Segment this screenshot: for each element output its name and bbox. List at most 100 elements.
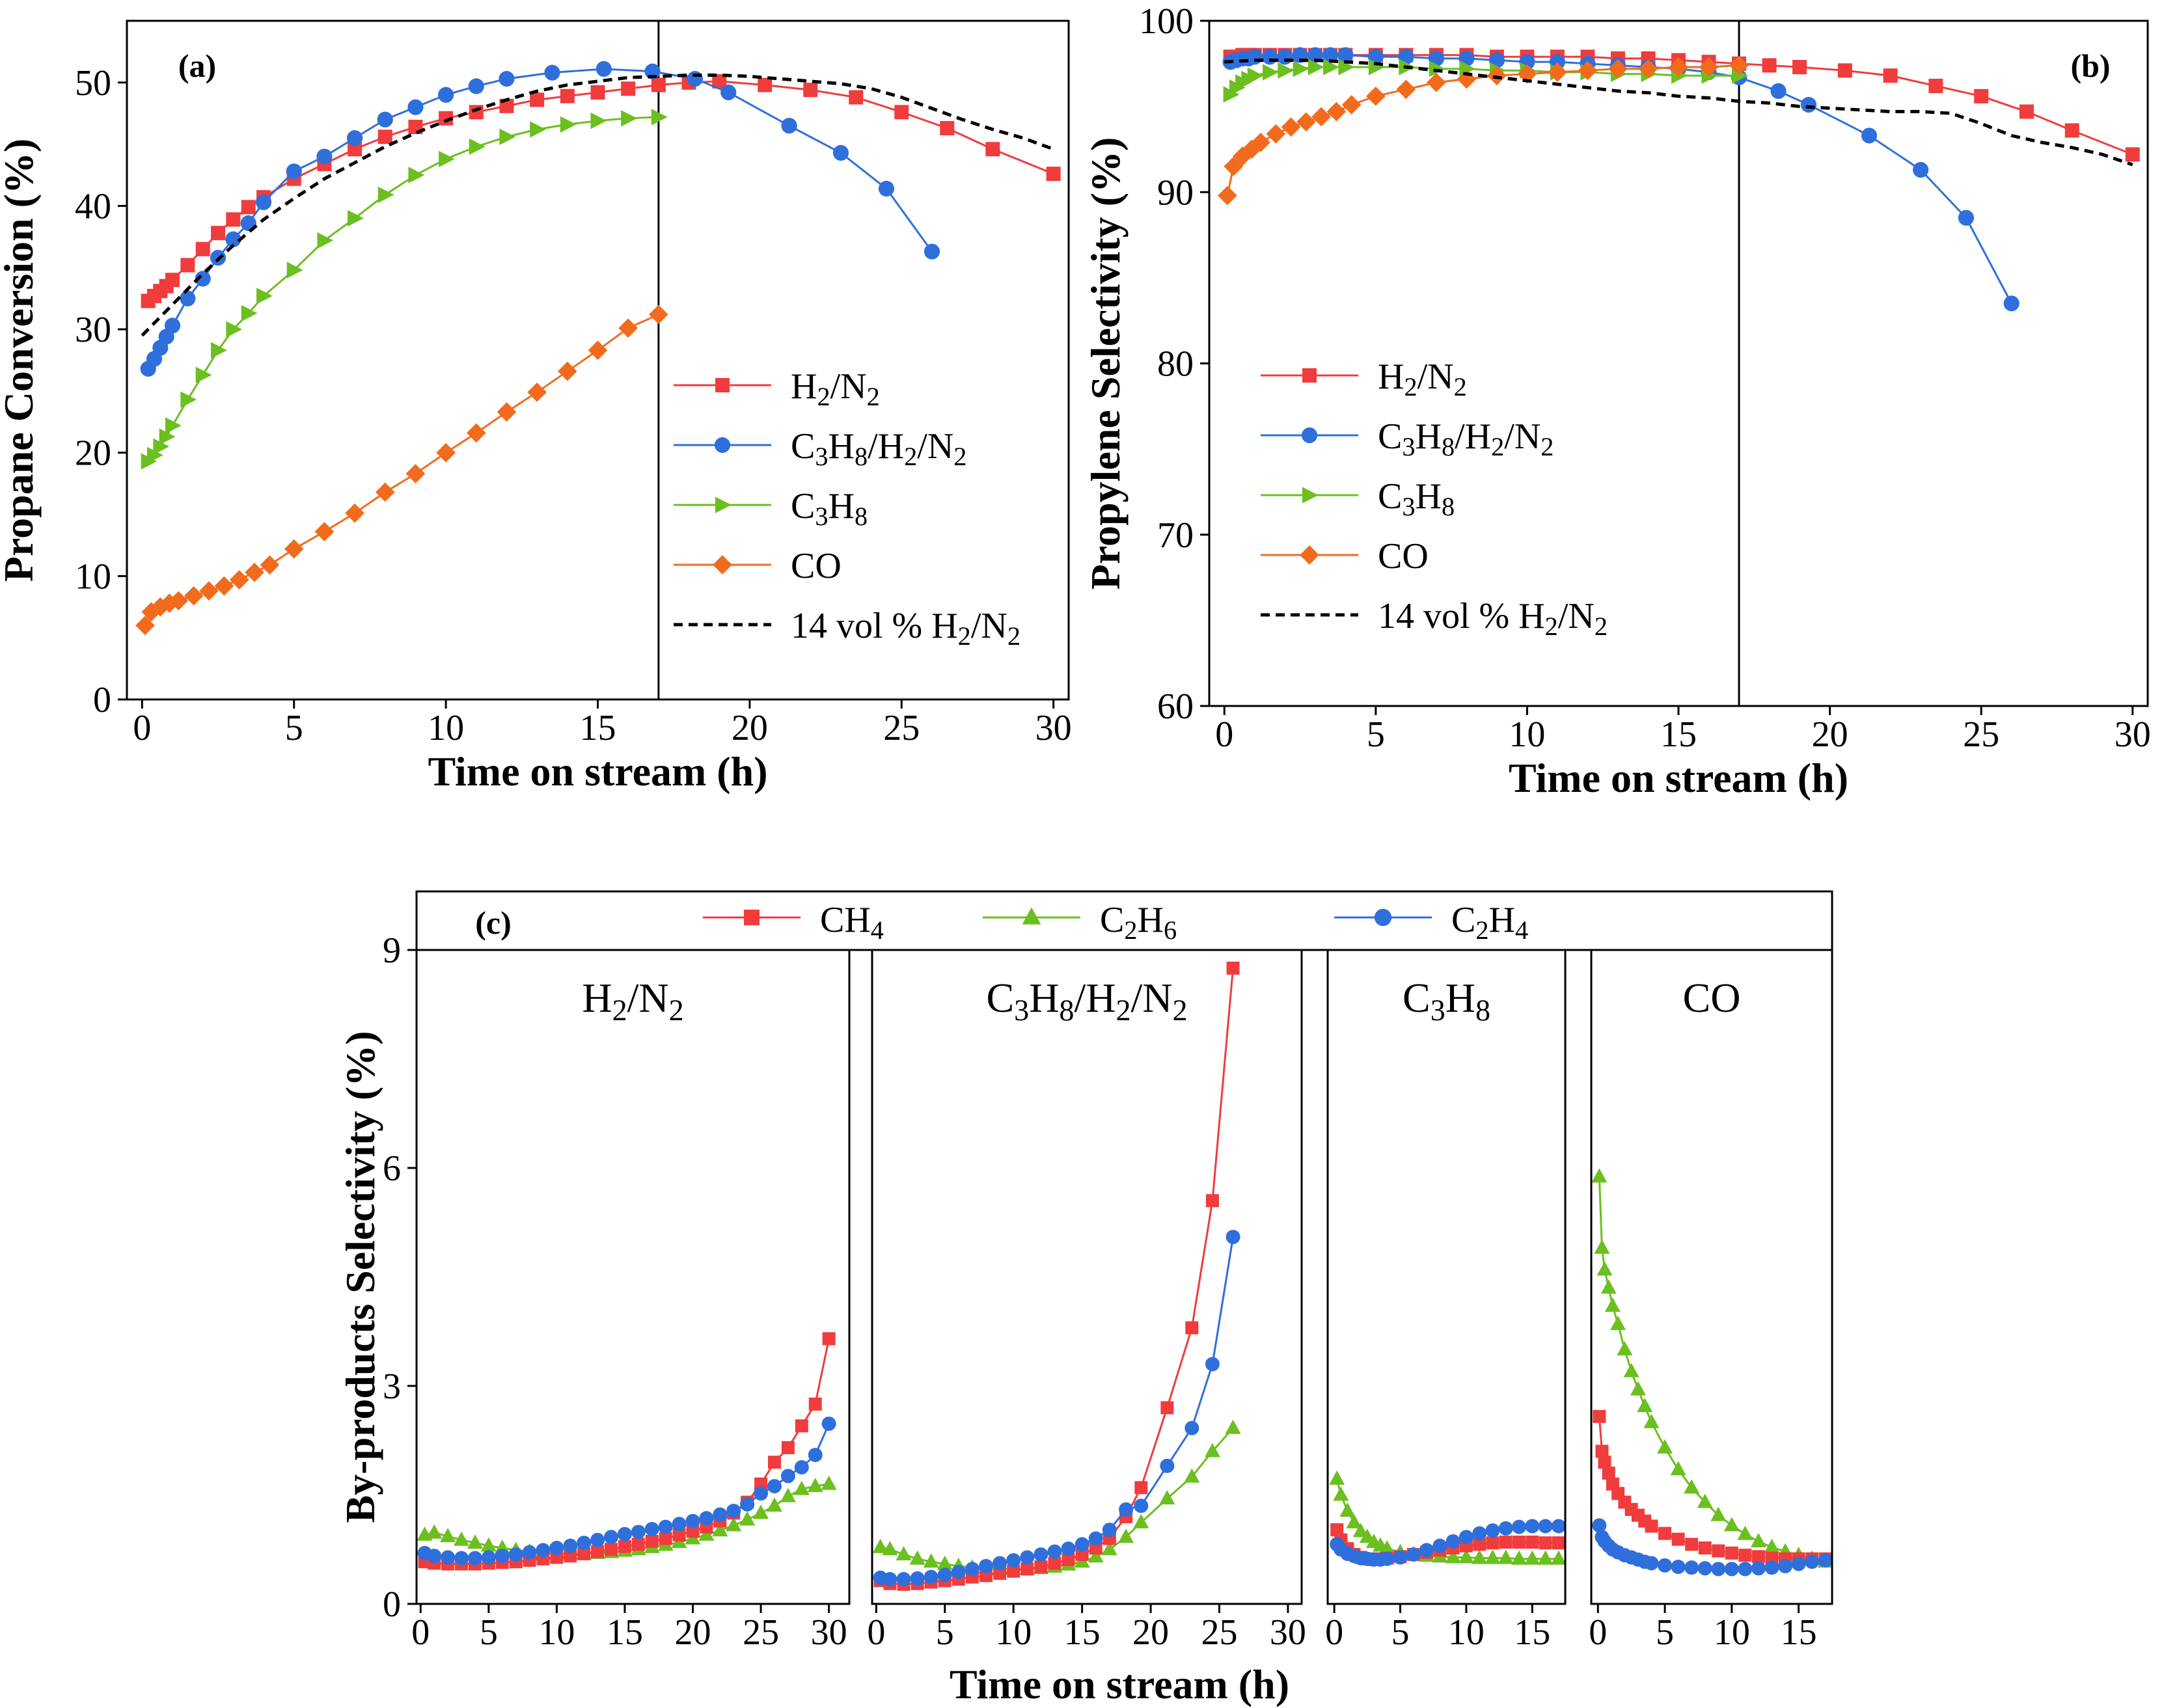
series-c2h4-point <box>1551 1519 1566 1534</box>
legend-label-part: /N <box>917 426 953 467</box>
series-c2h4-point <box>1805 1554 1820 1569</box>
legend-label-part: H <box>1378 357 1404 397</box>
series-c3h8-point <box>153 438 170 455</box>
series-c2h6-point <box>872 1538 888 1553</box>
series-co-point <box>184 586 204 606</box>
series-ch4 <box>873 961 1240 1591</box>
series-c2h4-point <box>1119 1502 1134 1517</box>
x-tick-label: 20 <box>675 1612 711 1653</box>
series-c2h6-point <box>1352 1523 1369 1538</box>
x-axis-label: Time on stream (h) <box>950 1661 1289 1707</box>
series-c2h4-point <box>1738 1562 1753 1577</box>
series-co-point <box>527 382 547 402</box>
series-c3h8-h2-n2-line <box>147 68 933 370</box>
series-co-point <box>1608 59 1628 79</box>
series-c2h4-point <box>1020 1550 1035 1565</box>
series-h2-n2-point <box>2019 104 2034 119</box>
series-h2-n2-point <box>1974 88 1989 103</box>
y-tick-label: 90 <box>1157 172 1194 213</box>
series-c2h4-point <box>1644 1556 1659 1571</box>
series-c2h4-point <box>644 1521 659 1536</box>
legend-label-part: 8 <box>855 442 868 471</box>
legend-label-part: H <box>791 366 817 407</box>
series-h2-n2-point <box>348 142 363 157</box>
series-c2h4-line <box>880 1236 1235 1580</box>
series-c2h4-point <box>1778 1558 1793 1573</box>
y-tick-label: 10 <box>75 556 111 597</box>
series-c2h4-point <box>883 1572 897 1587</box>
series-ch4-point <box>1725 1546 1738 1560</box>
series-c2h6-point <box>1750 1532 1766 1547</box>
series-h2-n2-point <box>803 83 818 98</box>
series-c2h4-point <box>467 1551 482 1566</box>
legend-label-part: /H <box>1455 416 1491 457</box>
x-tick-label: 30 <box>811 1612 847 1653</box>
series-c3h8-point <box>317 232 334 249</box>
series-ch4-point <box>605 1543 618 1556</box>
series-c3h8-h2-n2-line <box>1230 54 2013 305</box>
y-tick-label: 50 <box>75 63 111 103</box>
series-c3h8-h2-n2-point <box>195 271 211 287</box>
series-c3h8-line <box>1229 66 1740 96</box>
series-c2h6-point <box>1088 1548 1104 1563</box>
series-h2-n2-point <box>180 258 195 273</box>
series-c3h8-h2-n2-point <box>255 194 272 210</box>
series-ch4-point <box>781 1441 795 1454</box>
subplot-title: CO <box>1683 975 1741 1021</box>
series-c2h6-point <box>1339 1502 1356 1517</box>
legend-label-part: 2 <box>1475 915 1488 945</box>
x-tick-label: 15 <box>1781 1612 1817 1653</box>
series-co-point <box>1487 66 1507 86</box>
subplot-title-part: 8 <box>1059 994 1074 1027</box>
series-c2h4-point <box>672 1517 687 1532</box>
series-c2h4 <box>873 1230 1240 1587</box>
series-c3h8-h2-n2-point <box>832 144 849 161</box>
series-h2-n2-point <box>195 241 210 256</box>
series-c2h4-point <box>1380 1551 1395 1566</box>
legend-label-part: 2 <box>1545 612 1558 641</box>
series-c2h4-point <box>685 1513 700 1528</box>
series-c3h8-h2-n2-point <box>164 318 181 334</box>
series-c2h4-point <box>740 1497 755 1512</box>
series-co-point <box>260 555 280 575</box>
series-c3h8-h2-n2-point <box>180 290 196 306</box>
series-c2h4-point <box>1160 1458 1175 1473</box>
series-ch4-line <box>1598 1416 1826 1560</box>
series-c2h4-point <box>563 1538 578 1553</box>
x-tick-label: 5 <box>1391 1612 1410 1653</box>
series-c2h4-point <box>699 1511 714 1526</box>
series-c2h6-point <box>807 1478 823 1493</box>
subplot-title-part: CO <box>1683 975 1741 1021</box>
series-h2-n2-point <box>211 226 226 241</box>
legend-label-part: 2 <box>958 621 971 651</box>
legend-label: C3H8/H2/N2 <box>1378 416 1554 461</box>
series-ch4-point <box>1034 1560 1048 1574</box>
series-c2h6-point <box>1133 1513 1149 1528</box>
series-c3h8-line <box>147 116 659 463</box>
series-ch4-point <box>1685 1538 1699 1551</box>
series-c2h4-point <box>1485 1523 1500 1538</box>
series-ch4-point <box>1671 1532 1685 1546</box>
x-tick-label: 10 <box>538 1612 575 1653</box>
series-co-point <box>1311 107 1331 127</box>
series-c2h6 <box>1329 1470 1567 1565</box>
series-c2h6-point <box>1472 1549 1488 1564</box>
series-c2h4-point <box>1697 1561 1712 1576</box>
subplot-title-part: C <box>1403 975 1431 1021</box>
legend-marker <box>1302 487 1319 504</box>
series-c3h8-point <box>1338 59 1355 75</box>
series-c2h4-point <box>1134 1498 1149 1513</box>
series-c3h8-h2-n2-point <box>1261 49 1278 65</box>
series-ch4-point <box>1007 1564 1020 1578</box>
series-c3h8-h2-n2-point <box>1861 128 1878 144</box>
series-c3h8-h2-n2-point <box>346 130 363 146</box>
series-c3h8-h2-n2-point <box>407 99 424 115</box>
series-h2-n2-point <box>530 92 545 107</box>
series-h2-n2-point <box>894 105 909 120</box>
series-c3h8-h2-n2-point <box>1322 47 1339 63</box>
series-c2h6-point <box>909 1550 925 1565</box>
series-c2h6-point <box>1204 1443 1220 1457</box>
series-c2h6-point <box>1445 1549 1461 1564</box>
x-tick-label: 10 <box>1714 1612 1750 1653</box>
y-axis-label: Propane Conversion (%) <box>0 139 42 582</box>
